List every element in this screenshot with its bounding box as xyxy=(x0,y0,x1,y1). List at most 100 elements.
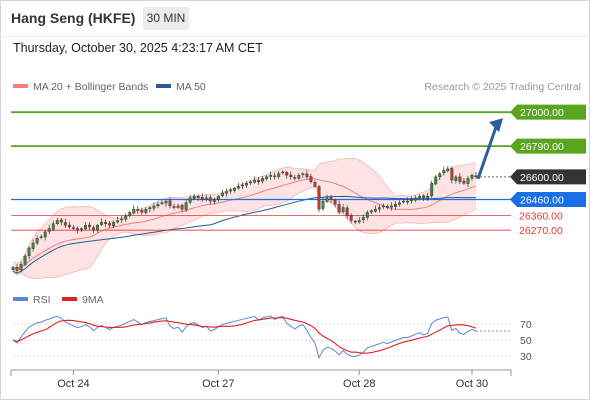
candle-body xyxy=(450,168,454,181)
candle-body xyxy=(373,208,377,212)
x-axis-tick-label: Oct 27 xyxy=(202,378,234,390)
candle-body xyxy=(120,218,124,221)
candle-body xyxy=(11,267,15,270)
candle-body xyxy=(434,176,438,185)
candle-body xyxy=(466,178,470,184)
candle-body xyxy=(216,196,220,200)
candle-body xyxy=(176,205,180,208)
candle-body xyxy=(265,176,269,179)
candle-body xyxy=(345,207,349,216)
candle-body xyxy=(426,196,430,199)
pivot-level-tag xyxy=(510,191,586,207)
candle-body xyxy=(281,171,285,174)
candle-body xyxy=(19,263,23,271)
candle-body xyxy=(390,205,393,208)
candle-body xyxy=(365,212,369,218)
candle-body xyxy=(63,222,67,226)
candle-body xyxy=(381,205,385,208)
candle-body xyxy=(301,173,305,175)
candle-body xyxy=(289,174,293,178)
candle-body xyxy=(249,181,252,184)
candle-body xyxy=(470,175,474,179)
candle-body xyxy=(325,197,329,202)
candle-body xyxy=(136,208,140,211)
candle-body xyxy=(88,224,91,228)
candle-body xyxy=(237,186,240,189)
ma20-legend-label: MA 20 + Bollinger Bands xyxy=(33,81,148,93)
candle-body xyxy=(232,187,236,191)
candle-body xyxy=(474,175,478,178)
candle-body xyxy=(337,204,341,213)
candle-body xyxy=(51,223,55,230)
candle-body xyxy=(454,176,458,181)
candle-body xyxy=(462,180,466,184)
candle-body xyxy=(313,182,317,187)
candle-body xyxy=(273,175,277,178)
candle-body xyxy=(208,197,212,202)
interval-button[interactable]: 30 MIN xyxy=(143,7,189,30)
candle-body xyxy=(385,206,389,208)
candle-body xyxy=(96,225,99,231)
rsi-ma-legend-swatch xyxy=(62,297,77,301)
candle-body xyxy=(168,200,172,207)
candle-body xyxy=(132,208,136,214)
rsi-legend-label: RSI xyxy=(33,294,51,306)
candle-body xyxy=(148,207,152,210)
candle-body xyxy=(220,192,224,196)
candle-body xyxy=(188,197,192,203)
candle-body xyxy=(458,176,462,182)
candle-body xyxy=(361,217,365,221)
candle-body xyxy=(353,220,357,223)
candle-body xyxy=(31,242,35,249)
pivot-level-label: 26460.00 xyxy=(520,194,564,206)
candle-body xyxy=(257,179,261,182)
candle-body xyxy=(261,178,265,182)
candle-body xyxy=(422,195,426,199)
ma50-legend-label: MA 50 xyxy=(176,81,206,93)
bollinger-lower-line xyxy=(12,186,477,280)
candle-body xyxy=(128,212,132,216)
rsi-tick-label: 50 xyxy=(520,335,532,347)
candle-body xyxy=(156,204,160,207)
candle-body xyxy=(341,207,345,212)
rsi-ma-legend-label: 9MA xyxy=(82,294,104,306)
candle-body xyxy=(200,197,204,200)
candle-body xyxy=(245,183,248,186)
candle-body xyxy=(15,267,19,271)
candle-body xyxy=(349,215,353,221)
candle-body xyxy=(277,173,281,178)
candle-body xyxy=(369,210,373,213)
credit-text: Research © 2025 Trading Central xyxy=(424,81,581,93)
bollinger-band xyxy=(13,158,476,279)
candle-body xyxy=(414,197,418,201)
candle-body xyxy=(269,175,273,177)
rsi-line xyxy=(12,315,477,360)
forecast-arrow-shaft xyxy=(476,123,499,180)
candle-body xyxy=(224,191,228,194)
candle-body xyxy=(212,199,216,202)
ma20-legend-swatch xyxy=(13,84,28,88)
x-axis: Oct 24 Oct 27 Oct 28 Oct 30 xyxy=(10,369,512,390)
candle-body xyxy=(112,221,116,227)
candle-body xyxy=(43,231,47,238)
candle-body xyxy=(27,247,31,256)
candle-body xyxy=(140,209,144,213)
bollinger-upper-line xyxy=(12,157,477,264)
candle-body xyxy=(293,177,297,179)
candle-body xyxy=(430,183,434,197)
instrument-title: Hang Seng (HKFE) xyxy=(11,10,136,26)
candle-body xyxy=(253,179,257,183)
rsi-ma-line xyxy=(12,317,477,354)
price-layer: 27000.00 26790.00 26600.00 26460.00 26360.00… xyxy=(11,104,586,280)
candle-body xyxy=(39,236,43,238)
x-axis-tick-label: Oct 30 xyxy=(456,378,488,390)
rsi-legend-swatch xyxy=(13,297,28,301)
candle-body xyxy=(196,196,200,199)
candle-body xyxy=(55,220,59,224)
resistance-level-label: 26790.00 xyxy=(520,141,564,153)
candle-body xyxy=(446,168,450,171)
ma50-legend-swatch xyxy=(156,84,171,88)
candle-body xyxy=(67,224,71,228)
x-axis-tick-label: Oct 28 xyxy=(343,378,375,390)
resistance-level-tag xyxy=(510,104,586,120)
